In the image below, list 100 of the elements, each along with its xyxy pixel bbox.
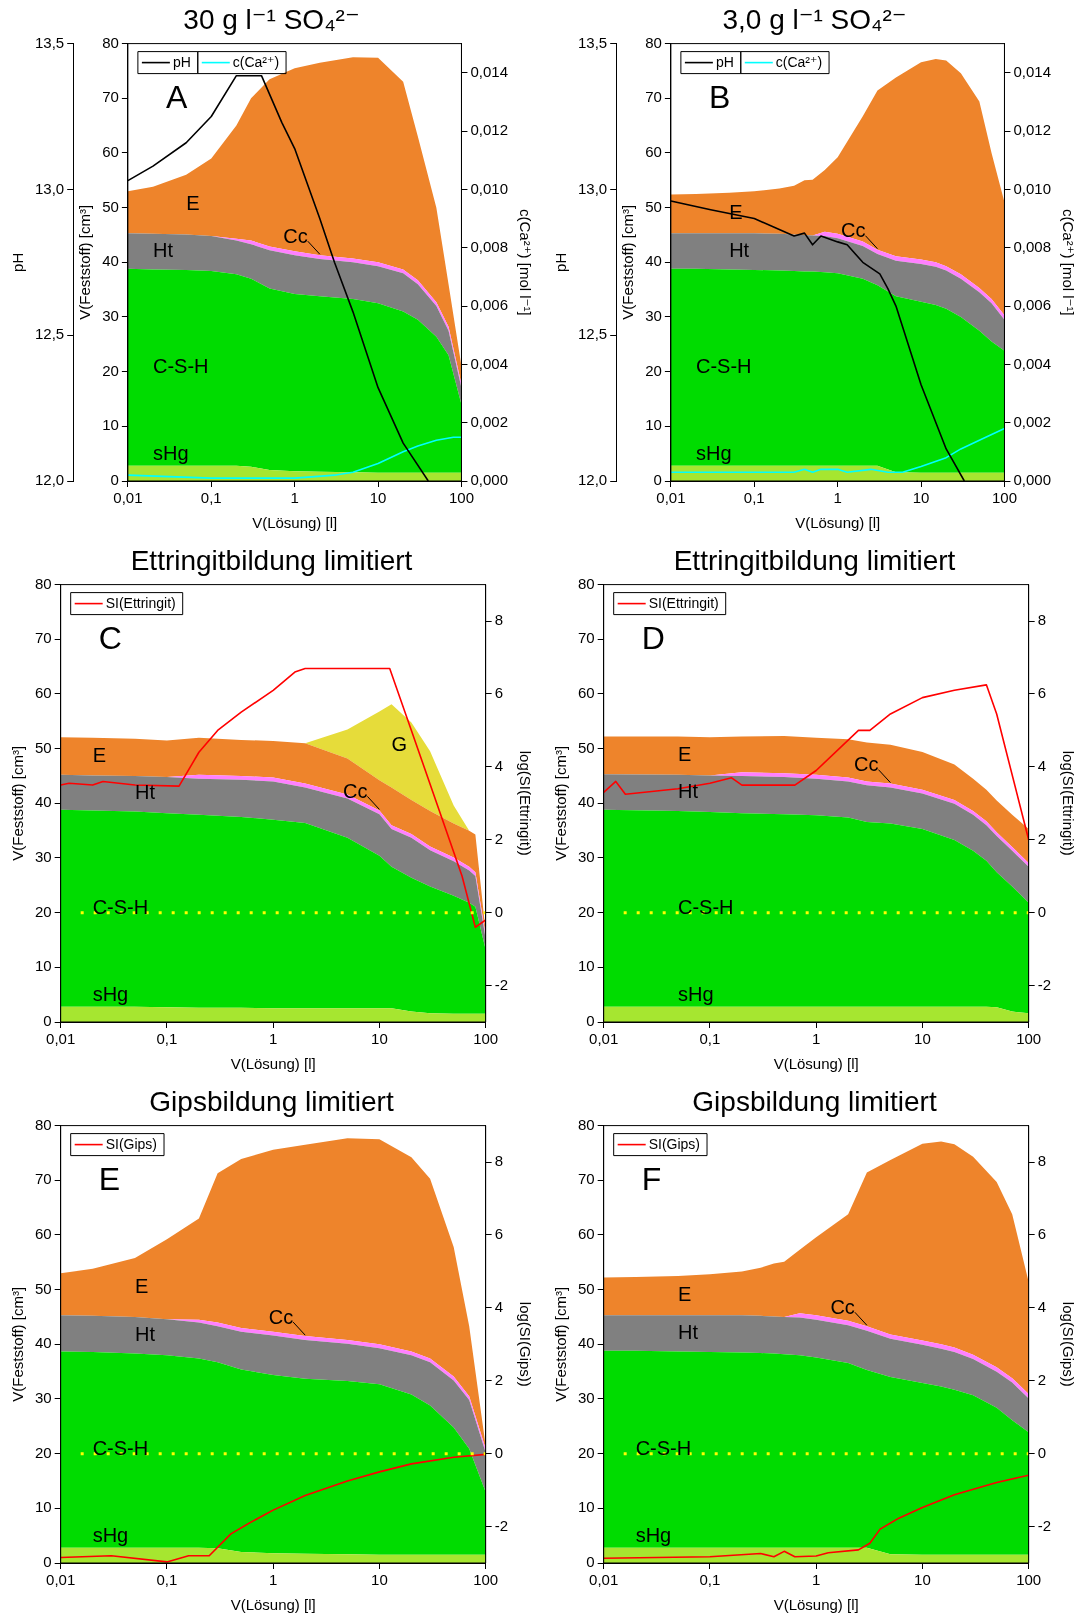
y-tick-label: 10 [645, 416, 662, 434]
y-axis-title: V(Feststoff) [cm³] [9, 1286, 27, 1402]
y2-tick-label: -2 [1037, 1516, 1052, 1534]
annotation: A [165, 79, 188, 116]
series-label: Ht [729, 238, 750, 261]
y-axis-title: V(Feststoff) [cm³] [76, 204, 94, 320]
y-axis-title: V(Feststoff) [cm³] [619, 204, 637, 320]
y3-tick-label: 12,0 [577, 471, 608, 489]
y-tick-label: 40 [102, 252, 119, 270]
annotation: D [641, 620, 665, 657]
x-tick-label: 0,01 [589, 1571, 619, 1589]
y-tick-label: 0 [43, 1012, 52, 1030]
y-tick-label: 10 [578, 1498, 595, 1516]
y2-tick-label: 0,014 [470, 62, 509, 80]
x-tick-label: 10 [369, 489, 387, 507]
y-tick-label: 30 [102, 307, 119, 325]
y-tick-label: 0 [653, 471, 662, 489]
y2-tick-label: 2 [494, 829, 504, 847]
series-label: C-S-H [152, 355, 209, 378]
series-label: E [677, 1283, 692, 1306]
x-tick-label: 10 [371, 1030, 388, 1048]
x-axis-title: V(Lösung) [l] [773, 1596, 859, 1614]
series-label: C-S-H [92, 896, 149, 919]
y2-tick-label: 4 [494, 1297, 504, 1315]
series-label: sHg [92, 1524, 129, 1547]
series-label: C-S-H [635, 1436, 692, 1459]
x-tick-label: 10 [914, 1571, 931, 1589]
y2-tick-label: 2 [494, 1370, 504, 1388]
legend-label: pH [715, 54, 734, 71]
y-axis-title: V(Feststoff) [cm³] [552, 1286, 570, 1402]
y2-tick-label: 2 [1037, 1370, 1047, 1388]
y-tick-label: 0 [586, 1553, 595, 1571]
y2-tick-label: -2 [494, 1516, 509, 1534]
y-tick-label: 10 [102, 416, 119, 434]
y2-tick-label: 8 [494, 611, 504, 629]
x-tick-label: 0,01 [46, 1030, 76, 1048]
y2-tick-label: 4 [494, 756, 504, 774]
legend-label: SI(Ettringit) [105, 595, 176, 612]
x-axis-title: V(Lösung) [l] [252, 514, 338, 532]
y-tick-label: 30 [578, 848, 595, 866]
y-tick-label: 60 [102, 143, 119, 161]
x-tick-label: 100 [1016, 1030, 1042, 1048]
y-tick-label: 40 [35, 1334, 52, 1352]
series-label: sHg [635, 1524, 672, 1547]
y2-axis-title: log(SI(Gips)) [1059, 1301, 1077, 1387]
y2-tick-label: 0,002 [470, 412, 509, 430]
y2-tick-label: 0,000 [1013, 471, 1052, 489]
y-axis-title: V(Feststoff) [cm³] [552, 745, 570, 861]
y-tick-label: 20 [578, 902, 595, 920]
y-tick-label: 80 [35, 1115, 52, 1133]
y3-axis-title: pH [9, 252, 27, 272]
series-label: E [677, 743, 692, 766]
y3-tick-label: 12,0 [34, 471, 65, 489]
x-tick-label: 100 [473, 1030, 499, 1048]
legend-label: pH [172, 54, 191, 71]
y-tick-label: 70 [35, 1170, 52, 1188]
x-tick-label: 100 [1016, 1571, 1042, 1589]
x-tick-label: 0,01 [656, 489, 686, 507]
y2-tick-label: 2 [1037, 829, 1047, 847]
x-tick-label: 1 [269, 1030, 278, 1048]
y3-tick-label: 12,5 [34, 325, 65, 343]
x-tick-label: 100 [991, 489, 1017, 507]
series-label: Ht [134, 1322, 156, 1345]
chart-title: Ettringitbildung limitiert [130, 544, 413, 576]
series-label: C-S-H [677, 896, 734, 919]
x-tick-label: 0,1 [699, 1030, 721, 1048]
y2-tick-label: 0,010 [470, 179, 509, 197]
y-tick-label: 60 [645, 143, 662, 161]
x-tick-label: 1 [269, 1571, 278, 1589]
y-tick-label: 70 [578, 629, 595, 647]
y2-tick-label: 8 [494, 1152, 504, 1170]
chart-title: Gipsbildung limitiert [149, 1085, 394, 1117]
y-tick-label: 20 [35, 1443, 52, 1461]
legend-label: c(Ca²⁺) [232, 54, 280, 71]
y2-tick-label: 0,004 [470, 354, 509, 372]
series-label: G [391, 733, 408, 756]
y-tick-label: 0 [586, 1012, 595, 1030]
x-tick-label: 0,01 [113, 489, 143, 507]
y-tick-label: 70 [35, 629, 52, 647]
y2-tick-label: 0,002 [1013, 412, 1052, 430]
y2-tick-label: 0 [494, 1443, 504, 1461]
chart-title: Gipsbildung limitiert [692, 1085, 937, 1117]
series-label: Ht [677, 780, 699, 803]
series-label: Ht [134, 781, 156, 804]
annotation: E [98, 1161, 121, 1198]
x-tick-label: 100 [473, 1571, 499, 1589]
series-label: Ht [677, 1320, 699, 1343]
y-tick-label: 50 [645, 197, 662, 215]
series-label: Cc [830, 1295, 855, 1318]
x-tick-label: 10 [371, 1571, 388, 1589]
x-axis-title: V(Lösung) [l] [795, 514, 881, 532]
series-label: sHg [92, 983, 129, 1006]
x-tick-label: 0,1 [743, 489, 765, 507]
y-tick-label: 70 [578, 1170, 595, 1188]
x-axis-title: V(Lösung) [l] [230, 1596, 316, 1614]
x-tick-label: 0,1 [156, 1571, 178, 1589]
y-tick-label: 40 [578, 793, 595, 811]
y3-tick-label: 13,5 [34, 33, 65, 51]
x-tick-label: 0,1 [699, 1571, 721, 1589]
y-tick-label: 60 [35, 684, 52, 702]
